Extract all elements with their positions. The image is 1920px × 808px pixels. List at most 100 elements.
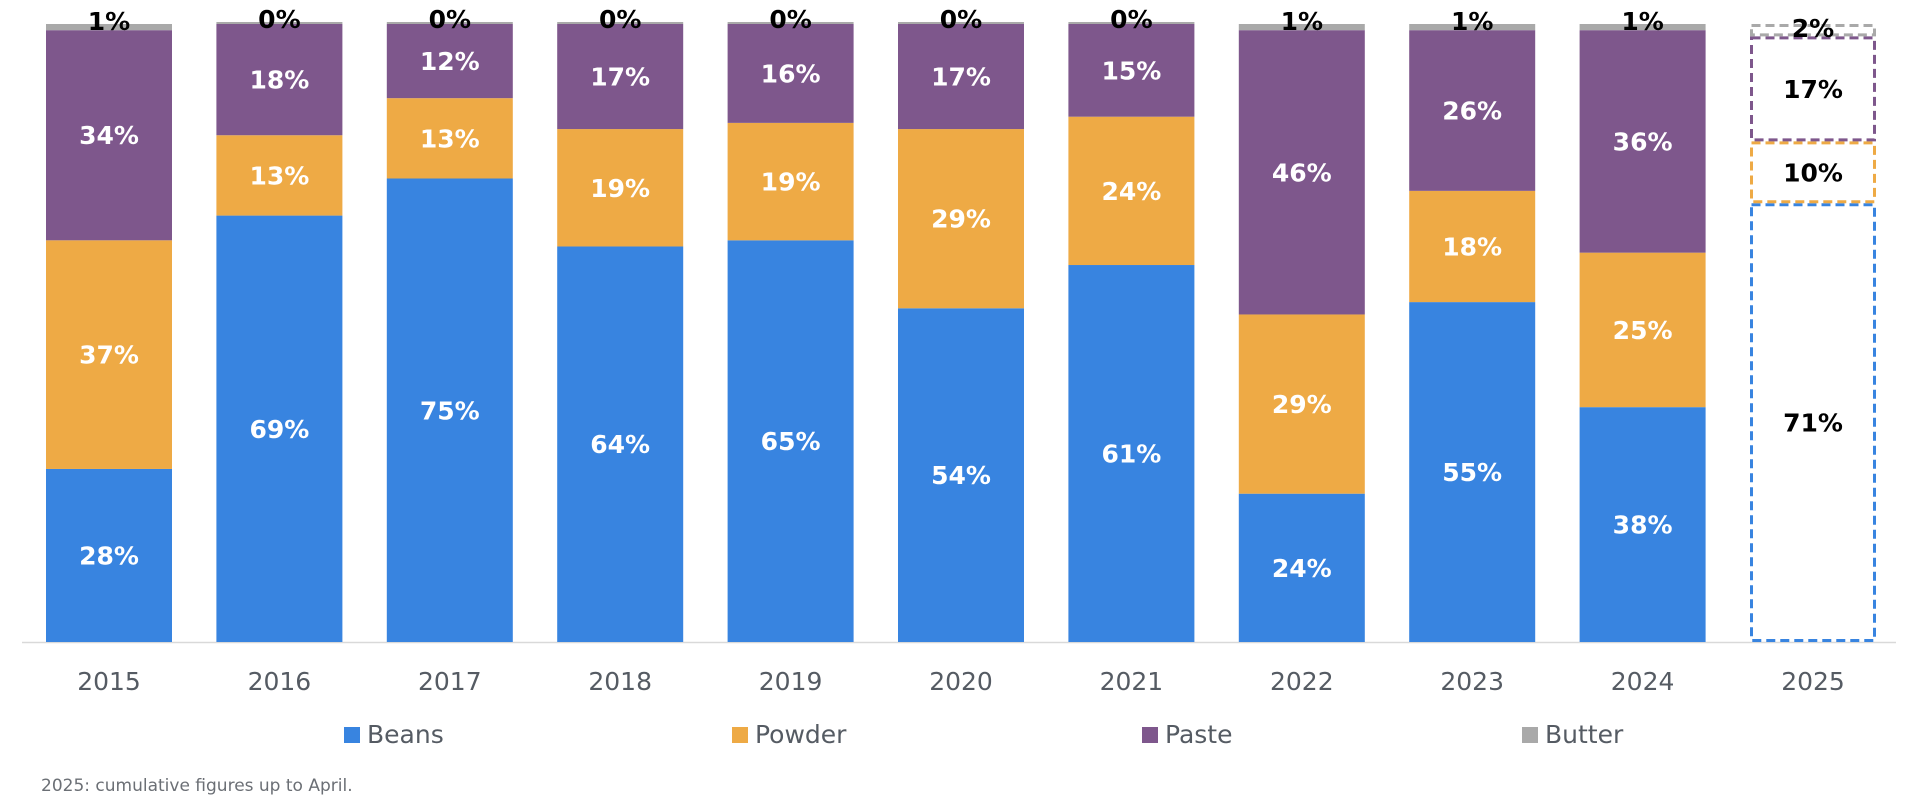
bar-powder-2017 (386, 98, 513, 179)
data-label-butter-2016: 0% (258, 5, 300, 34)
data-label-powder-2019: 19% (761, 168, 821, 197)
x-tick-label-2017: 2017 (418, 667, 482, 696)
bar-beans-2018 (557, 246, 684, 643)
bar-paste-2021 (1068, 24, 1195, 117)
bar-butter-2021 (1068, 22, 1195, 24)
data-label-butter-2021: 0% (1110, 5, 1152, 34)
x-tick-label-2020: 2020 (929, 667, 993, 696)
bar-paste-2024 (1579, 30, 1706, 253)
x-tick-label-2024: 2024 (1611, 667, 1675, 696)
data-label-butter-2018: 0% (599, 5, 641, 34)
x-tick-label-2021: 2021 (1100, 667, 1164, 696)
data-label-powder-2017: 13% (420, 124, 480, 153)
bar-powder-2020 (898, 129, 1024, 309)
bar-powder-2023 (1409, 190, 1536, 303)
bar-paste-2016 (216, 24, 343, 136)
data-label-paste-2018: 17% (590, 63, 650, 92)
data-label-beans-2021: 61% (1101, 440, 1161, 469)
legend-label-beans: Beans (367, 720, 444, 749)
bar-paste-2015 (46, 30, 172, 241)
bar-butter-2019 (727, 22, 854, 24)
data-label-beans-2023: 55% (1442, 458, 1502, 487)
legend-swatch-butter (1522, 727, 1538, 743)
data-label-beans-2019: 65% (761, 427, 821, 456)
bar-beans-2021 (1068, 265, 1195, 642)
bar-butter-2024 (1579, 24, 1706, 31)
bar-butter-2023 (1409, 24, 1536, 31)
legend-label-powder: Powder (755, 720, 847, 749)
x-tick-label-2019: 2019 (759, 667, 823, 696)
bar-powder-2015 (46, 240, 172, 469)
footnote: 2025: cumulative figures up to April. (41, 776, 353, 796)
data-label-paste-2023: 26% (1442, 97, 1502, 126)
bar-beans-2024 (1579, 407, 1706, 642)
data-label-butter-2023: 1% (1451, 7, 1493, 36)
bar-beans-2019 (727, 240, 854, 643)
data-label-paste-2024: 36% (1613, 127, 1673, 156)
data-label-powder-2018: 19% (590, 174, 650, 203)
data-label-butter-2015: 1% (88, 7, 130, 36)
data-label-beans-2015: 28% (79, 541, 139, 570)
data-label-powder-2024: 25% (1613, 316, 1673, 345)
bar-powder-2019 (727, 122, 854, 241)
bar-beans-2025 (1750, 203, 1876, 642)
bar-butter-2020 (898, 22, 1024, 24)
bar-beans-2016 (216, 215, 343, 642)
data-label-butter-2017: 0% (429, 5, 471, 34)
bar-butter-2022 (1238, 24, 1365, 31)
data-label-paste-2025: 17% (1783, 75, 1843, 104)
bar-paste-2020 (898, 24, 1024, 130)
data-label-powder-2021: 24% (1101, 177, 1161, 206)
x-tick-label-2023: 2023 (1440, 667, 1504, 696)
x-tick-label-2015: 2015 (77, 667, 141, 696)
bar-beans-2022 (1238, 493, 1365, 642)
bar-powder-2021 (1068, 116, 1195, 266)
data-label-paste-2016: 18% (249, 66, 309, 95)
bar-powder-2016 (216, 135, 343, 216)
bar-paste-2023 (1409, 30, 1536, 191)
bar-beans-2020 (898, 308, 1024, 642)
bar-butter-2017 (386, 22, 513, 24)
data-label-powder-2016: 13% (249, 161, 309, 190)
bar-powder-2025 (1750, 141, 1876, 204)
data-label-paste-2015: 34% (79, 121, 139, 150)
data-label-beans-2024: 38% (1613, 511, 1673, 540)
bar-butter-2016 (216, 22, 343, 24)
bar-beans-2017 (386, 178, 513, 642)
legend-label-butter: Butter (1545, 720, 1624, 749)
bar-butter-2018 (557, 22, 684, 24)
bar-paste-2017 (386, 24, 513, 99)
data-label-beans-2018: 64% (590, 430, 650, 459)
data-label-butter-2020: 0% (940, 5, 982, 34)
bar-powder-2018 (557, 129, 684, 247)
bar-paste-2018 (557, 24, 684, 130)
data-label-butter-2024: 1% (1621, 7, 1663, 36)
data-label-paste-2021: 15% (1101, 56, 1161, 85)
data-label-beans-2017: 75% (420, 396, 480, 425)
data-label-beans-2016: 69% (249, 415, 309, 444)
legend-label-paste: Paste (1165, 720, 1232, 749)
bar-paste-2025 (1750, 36, 1876, 142)
data-label-beans-2022: 24% (1272, 554, 1332, 583)
data-label-paste-2020: 17% (931, 63, 991, 92)
data-label-paste-2022: 46% (1272, 158, 1332, 187)
data-label-butter-2022: 1% (1281, 7, 1323, 36)
legend-swatch-powder (732, 727, 748, 743)
data-label-paste-2019: 16% (761, 59, 821, 88)
data-label-beans-2020: 54% (931, 461, 991, 490)
data-label-powder-2023: 18% (1442, 232, 1502, 261)
bar-powder-2024 (1579, 252, 1706, 408)
bar-paste-2022 (1238, 30, 1365, 315)
bar-beans-2023 (1409, 302, 1536, 642)
legend-swatch-paste (1142, 727, 1158, 743)
legend-swatch-beans (344, 727, 360, 743)
x-tick-label-2022: 2022 (1270, 667, 1334, 696)
bar-butter-2025 (1750, 24, 1876, 37)
x-tick-label-2025: 2025 (1781, 667, 1845, 696)
bar-butter-2015 (46, 24, 172, 31)
data-label-butter-2019: 0% (769, 5, 811, 34)
data-label-powder-2025: 10% (1783, 158, 1843, 187)
data-label-powder-2022: 29% (1272, 390, 1332, 419)
bar-powder-2022 (1238, 314, 1365, 494)
